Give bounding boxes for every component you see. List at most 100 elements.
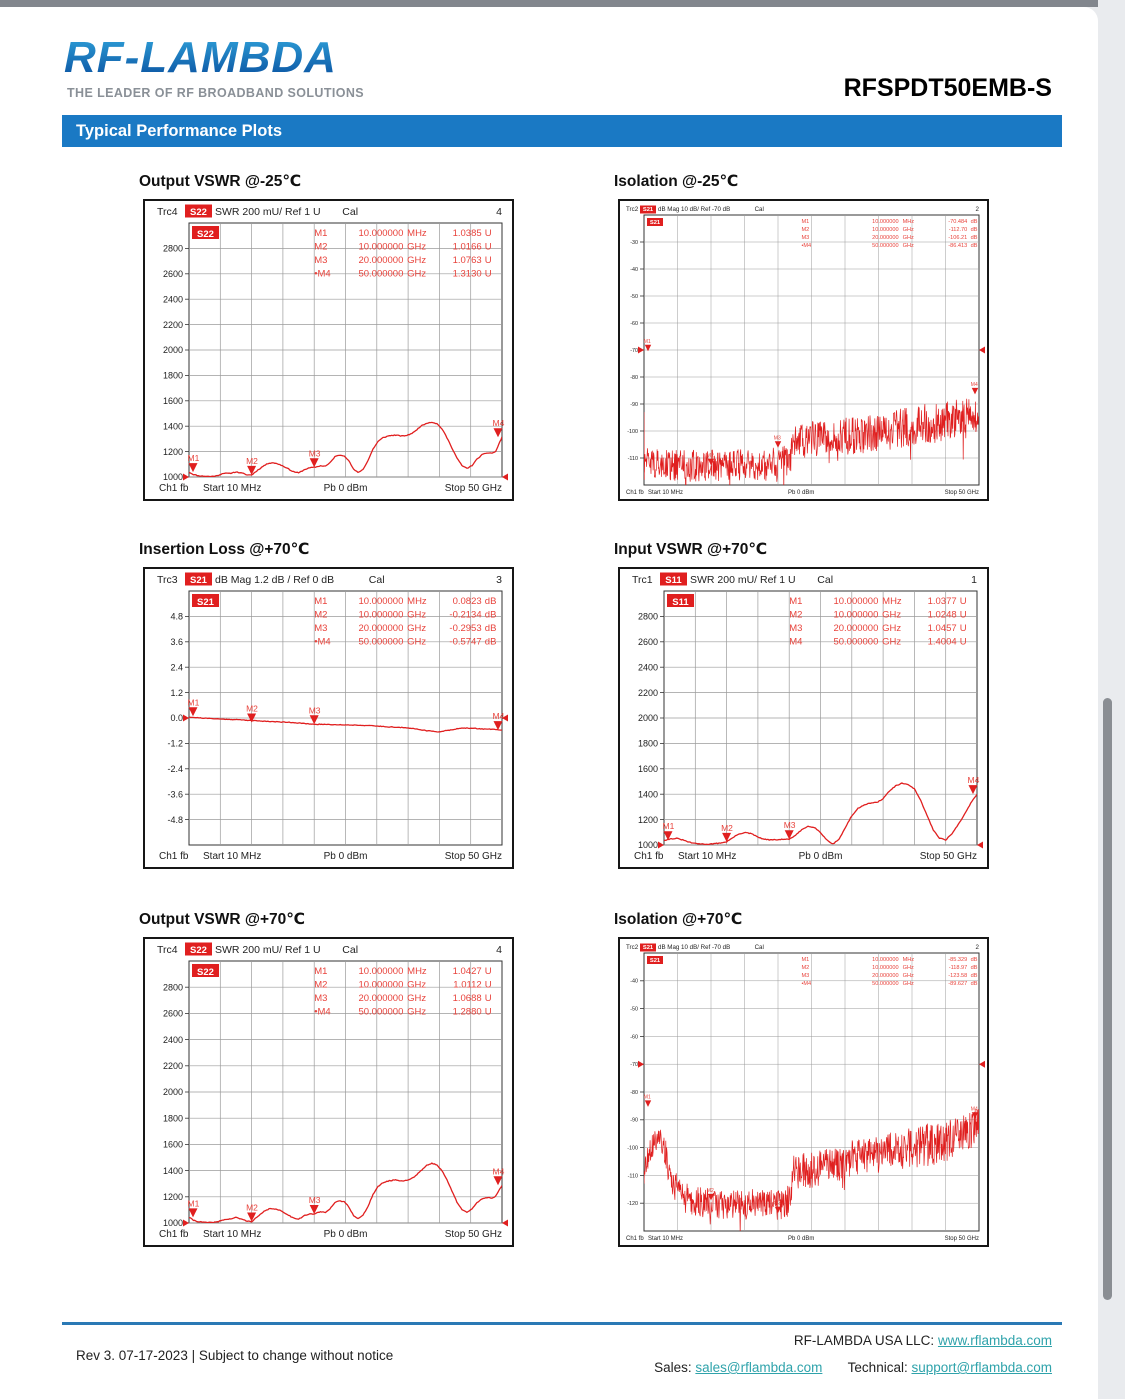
svg-text:S22: S22 [197, 229, 214, 240]
sales-email-link[interactable]: sales@rflambda.com [695, 1360, 823, 1375]
plot-title: Isolation @+70℃ [614, 911, 743, 928]
ref-arrow-left [183, 714, 189, 722]
marker-arrow [247, 465, 257, 475]
x-axis-labels: Ch1 fb Start 10 MHz Pb 0 dBm Stop 50 GHz [159, 483, 502, 494]
svg-text:GHz: GHz [903, 965, 914, 971]
svg-text:-40: -40 [630, 979, 638, 985]
svg-text:GHz: GHz [407, 1007, 426, 1018]
svg-text:Start 10 MHz: Start 10 MHz [203, 483, 261, 494]
svg-text:•M4: •M4 [314, 269, 331, 280]
svg-text:U: U [485, 980, 492, 991]
svg-text:dB: dB [485, 610, 497, 621]
svg-text:M3: M3 [774, 435, 781, 441]
svg-text:M4: M4 [971, 1106, 978, 1112]
svg-text:M3: M3 [801, 973, 809, 979]
scrollbar-thumb[interactable] [1103, 698, 1112, 1300]
plot-section-insertion-loss-plus70: Insertion Loss @+70℃ Trc3 S21 dB Mag 1.2 d… [137, 540, 517, 869]
svg-text:M2: M2 [246, 704, 258, 714]
svg-text:M4: M4 [971, 382, 978, 388]
website-link[interactable]: www.rflambda.com [937, 1333, 1052, 1348]
svg-text:1200: 1200 [163, 1192, 183, 1202]
vna-chart: Trc1 S11 SWR 200 mU/ Ref 1 U Cal 12800260024… [632, 572, 983, 862]
svg-text:U: U [485, 242, 492, 253]
svg-text:2200: 2200 [638, 688, 658, 698]
svg-text:-50: -50 [630, 1006, 638, 1012]
svg-text:10.000000: 10.000000 [358, 980, 403, 991]
svg-text:1.0427: 1.0427 [453, 966, 482, 977]
ref-arrow-right [979, 1060, 985, 1068]
technical-email-link[interactable]: support@rflambda.com [911, 1360, 1052, 1375]
svg-text:M3: M3 [314, 623, 327, 634]
svg-text:10.000000: 10.000000 [358, 610, 403, 621]
svg-text:-3.6: -3.6 [167, 789, 183, 799]
svg-text:1: 1 [971, 574, 977, 586]
svg-text:-86.413: -86.413 [948, 243, 967, 249]
footer-company-line: RF-LAMBDA USA LLC: www.rflambda.com [462, 1333, 1052, 1348]
marker-table: M1 10.000000 MHz -85.329 dB M2 10.000000 GHz -11… [801, 957, 977, 987]
svg-text:U: U [960, 596, 967, 607]
svg-text:Cal: Cal [342, 206, 358, 218]
svg-text:dB: dB [971, 219, 978, 225]
vna-chart: Trc4 S22 SWR 200 mU/ Ref 1 U Cal 42800260024… [157, 942, 508, 1240]
svg-text:50.000000: 50.000000 [358, 1007, 403, 1018]
svg-text:Stop 50 GHz: Stop 50 GHz [445, 1229, 502, 1240]
svg-text:Stop 50 GHz: Stop 50 GHz [445, 483, 502, 494]
trace [664, 782, 977, 845]
svg-text:M1: M1 [801, 957, 809, 963]
svg-text:S21: S21 [650, 958, 661, 964]
svg-text:MHz: MHz [882, 596, 902, 607]
svg-text:M1: M1 [663, 821, 675, 831]
svg-text:MHz: MHz [407, 596, 427, 607]
svg-text:Start 10 MHz: Start 10 MHz [203, 851, 261, 862]
svg-text:U: U [485, 228, 492, 239]
svg-text:dB: dB [971, 981, 978, 987]
svg-text:1.0112: 1.0112 [453, 980, 481, 991]
chart-header: Trc2 S21 dB Mag 10 dB/ Ref -70 dB Cal 2 [626, 205, 980, 214]
svg-text:-30: -30 [630, 240, 638, 246]
svg-text:M3: M3 [784, 820, 796, 830]
vna-screenshot: Trc2 S21 dB Mag 10 dB/ Ref -70 dB Cal 2 -30 -4… [618, 199, 989, 501]
svg-text:1600: 1600 [638, 764, 658, 774]
rf-lambda-logo: RF-LAMBDA [64, 33, 337, 82]
ref-arrow-right [979, 346, 985, 354]
svg-text:10.000000: 10.000000 [872, 219, 898, 225]
ref-arrow-right [502, 1219, 508, 1227]
x-axis-labels: Ch1 fb Start 10 MHz Pb 0 dBm Stop 50 GHz [159, 851, 502, 862]
svg-text:1.2880: 1.2880 [453, 1007, 482, 1018]
svg-text:1.0385: 1.0385 [453, 228, 482, 239]
marker-table: M1 10.000000 MHz 1.0427 UM2 10.000000 GHz 1.011… [314, 966, 492, 1018]
x-axis-labels: Ch1 fb Start 10 MHz Pb 0 dBm Stop 50 GHz [626, 490, 979, 496]
ref-arrow-left [183, 473, 189, 481]
svg-text:-2.4: -2.4 [167, 764, 183, 774]
svg-text:Pb 0 dBm: Pb 0 dBm [788, 490, 814, 496]
x-axis-labels: Ch1 fb Start 10 MHz Pb 0 dBm Stop 50 GHz [626, 1236, 979, 1242]
svg-text:dB Mag 10 dB/ Ref -70 dB: dB Mag 10 dB/ Ref -70 dB [658, 206, 730, 213]
svg-text:M1: M1 [801, 219, 809, 225]
svg-text:1.0248: 1.0248 [928, 610, 957, 621]
marker-arrow [663, 831, 673, 841]
plot-section-isolation-minus25: Isolation @-25℃ Trc2 S21 dB Mag 10 dB/ Ref… [612, 172, 992, 501]
svg-text:10.000000: 10.000000 [358, 228, 403, 239]
svg-text:-60: -60 [630, 1034, 638, 1040]
svg-text:2800: 2800 [163, 244, 183, 254]
svg-text:4: 4 [496, 944, 502, 956]
svg-text:2600: 2600 [163, 1009, 183, 1019]
svg-text:M2: M2 [721, 823, 733, 833]
marker-arrow [971, 1112, 979, 1119]
svg-text:dB Mag 1.2 dB / Ref 0 dB: dB Mag 1.2 dB / Ref 0 dB [215, 574, 334, 586]
svg-text:M2: M2 [801, 227, 809, 233]
svg-text:S11: S11 [665, 575, 682, 586]
svg-text:GHz: GHz [903, 243, 914, 249]
svg-text:2200: 2200 [163, 320, 183, 330]
svg-text:20.000000: 20.000000 [872, 973, 898, 979]
svg-text:•M4: •M4 [801, 243, 811, 249]
svg-text:GHz: GHz [903, 981, 914, 987]
plot-title: Output VSWR @+70℃ [139, 911, 306, 928]
svg-text:Stop 50 GHz: Stop 50 GHz [445, 851, 502, 862]
svg-text:M4: M4 [968, 775, 980, 785]
svg-text:S22: S22 [190, 207, 207, 218]
svg-text:M2: M2 [314, 242, 327, 253]
svg-text:M1: M1 [188, 697, 200, 707]
svg-text:SWR 200 mU/ Ref 1 U: SWR 200 mU/ Ref 1 U [215, 206, 321, 218]
svg-text:Cal: Cal [342, 944, 358, 956]
